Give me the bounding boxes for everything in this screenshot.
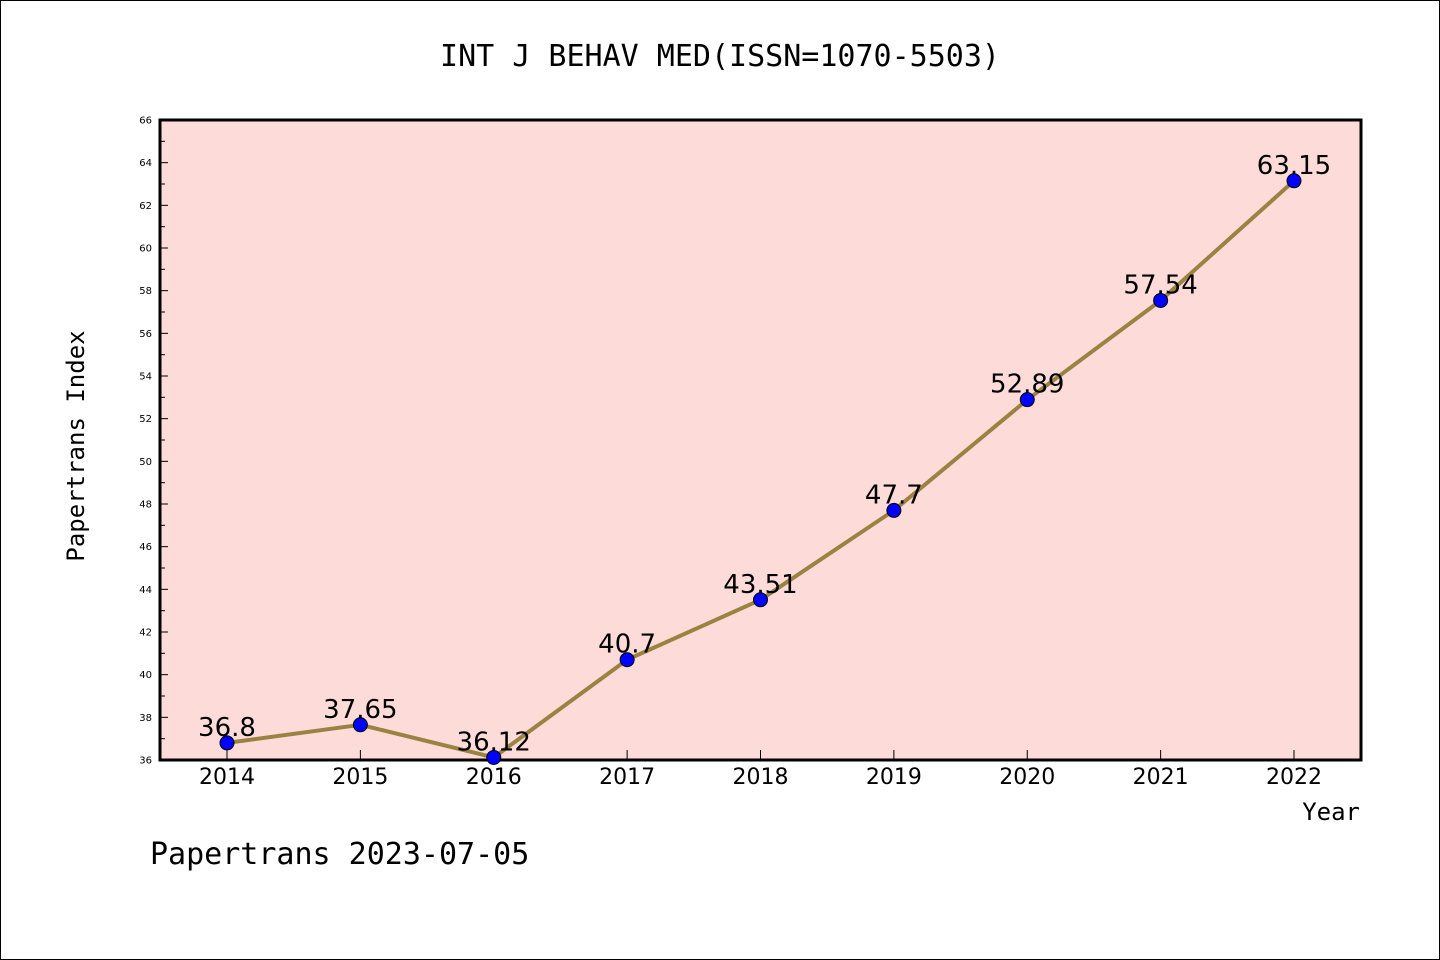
y-tick-label: 64 <box>139 158 152 169</box>
data-point <box>619 652 635 668</box>
data-point <box>1153 292 1169 308</box>
data-point <box>352 717 368 733</box>
plot-area <box>158 118 1363 762</box>
y-tick-label: 52 <box>139 414 152 425</box>
data-point <box>753 592 768 608</box>
data-point <box>1019 392 1035 408</box>
footer-text: Papertrans 2023-07-05 <box>150 837 529 872</box>
data-point <box>219 735 235 751</box>
data-point <box>886 502 902 518</box>
y-tick-label: 46 <box>139 542 152 553</box>
x-tick-label: 2022 <box>1266 765 1322 790</box>
data-label: 40.7 <box>598 630 656 660</box>
y-tick-label: 54 <box>139 372 152 383</box>
data-label: 52.89 <box>990 370 1064 400</box>
y-tick-label: 40 <box>139 670 152 681</box>
y-tick-label: 58 <box>139 286 152 297</box>
y-tick-label: 38 <box>139 713 152 724</box>
y-tick-label: 62 <box>139 201 152 212</box>
y-axis: 36 38 40 42 44 46 48 50 52 54 56 58 60 62 64 66 <box>139 116 168 767</box>
x-tick-label: 2016 <box>466 765 522 790</box>
data-label: 36.12 <box>457 727 531 757</box>
data-label: 37.65 <box>323 695 397 725</box>
x-tick-label: 2015 <box>332 765 388 790</box>
data-label: 63.15 <box>1257 151 1331 181</box>
x-tick-label: 2014 <box>199 765 255 790</box>
y-tick-label: 60 <box>139 244 152 255</box>
data-label: 57.54 <box>1123 270 1197 300</box>
x-tick-label: 2017 <box>599 765 655 790</box>
x-tick-label: 2018 <box>733 765 789 790</box>
data-point <box>486 749 502 765</box>
x-tick-label: 2019 <box>866 765 922 790</box>
series <box>219 173 1302 765</box>
data-label: 47.7 <box>865 480 923 510</box>
data-point <box>1286 173 1302 189</box>
data-labels: 36.8 37.65 36.12 40.7 43.51 47.7 52.89 57.54 63.… <box>198 151 1331 758</box>
y-axis-label: Papertrans Index <box>62 330 90 561</box>
data-label: 43.51 <box>723 570 797 600</box>
y-tick-label: 42 <box>139 628 152 639</box>
y-tick-label: 66 <box>139 116 152 127</box>
y-tick-label: 56 <box>139 329 152 340</box>
x-axis: 2014 2015 2016 2017 2018 2019 2020 2021 2022 <box>199 750 1322 790</box>
data-label: 36.8 <box>198 713 256 743</box>
y-tick-label: 44 <box>139 585 152 596</box>
x-tick-label: 2020 <box>999 765 1055 790</box>
chart-title: INT J BEHAV MED(ISSN=1070-5503) <box>440 39 1000 74</box>
y-tick-label: 50 <box>139 457 152 468</box>
y-tick-label: 48 <box>139 500 152 511</box>
x-tick-label: 2021 <box>1133 765 1189 790</box>
y-tick-label: 36 <box>139 756 152 767</box>
x-axis-label: Year <box>1302 798 1360 826</box>
